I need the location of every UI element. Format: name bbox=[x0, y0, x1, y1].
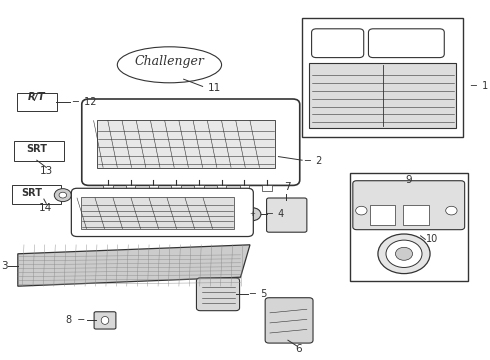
FancyBboxPatch shape bbox=[72, 188, 253, 237]
Circle shape bbox=[446, 206, 457, 215]
FancyBboxPatch shape bbox=[403, 205, 429, 225]
Text: 11: 11 bbox=[207, 83, 220, 93]
Text: SRT: SRT bbox=[22, 188, 43, 198]
FancyBboxPatch shape bbox=[353, 181, 465, 230]
FancyBboxPatch shape bbox=[368, 29, 444, 58]
FancyBboxPatch shape bbox=[82, 99, 300, 185]
FancyBboxPatch shape bbox=[172, 185, 181, 191]
Circle shape bbox=[386, 240, 422, 267]
FancyBboxPatch shape bbox=[217, 185, 226, 191]
FancyBboxPatch shape bbox=[370, 205, 395, 225]
FancyBboxPatch shape bbox=[103, 185, 113, 191]
Text: 13: 13 bbox=[40, 166, 53, 176]
Text: 10: 10 bbox=[426, 234, 439, 244]
FancyBboxPatch shape bbox=[148, 185, 158, 191]
Text: ─  5: ─ 5 bbox=[249, 289, 268, 300]
FancyBboxPatch shape bbox=[81, 197, 234, 229]
Text: R/T: R/T bbox=[28, 92, 46, 102]
FancyBboxPatch shape bbox=[194, 185, 203, 191]
Text: ─  4: ─ 4 bbox=[267, 209, 285, 219]
FancyBboxPatch shape bbox=[98, 120, 274, 168]
Text: 3: 3 bbox=[1, 261, 7, 271]
Text: 7: 7 bbox=[285, 181, 291, 192]
FancyBboxPatch shape bbox=[240, 185, 249, 191]
Text: 8  ─: 8 ─ bbox=[66, 315, 84, 325]
Text: ─  2: ─ 2 bbox=[304, 156, 323, 166]
Text: Challenger: Challenger bbox=[134, 55, 204, 68]
Circle shape bbox=[59, 192, 67, 198]
FancyBboxPatch shape bbox=[349, 173, 468, 281]
Text: 14: 14 bbox=[39, 203, 52, 213]
Circle shape bbox=[244, 208, 261, 221]
FancyBboxPatch shape bbox=[302, 18, 463, 137]
FancyBboxPatch shape bbox=[265, 298, 313, 343]
FancyBboxPatch shape bbox=[196, 278, 240, 311]
Circle shape bbox=[54, 189, 72, 202]
Text: SRT: SRT bbox=[26, 144, 47, 154]
Ellipse shape bbox=[101, 316, 109, 324]
Circle shape bbox=[395, 247, 413, 260]
FancyBboxPatch shape bbox=[312, 29, 364, 58]
Circle shape bbox=[356, 206, 367, 215]
Polygon shape bbox=[18, 245, 250, 286]
Text: ─  12: ─ 12 bbox=[73, 97, 97, 107]
Text: ─  1: ─ 1 bbox=[470, 81, 489, 91]
Text: 6: 6 bbox=[295, 344, 302, 354]
Text: 9: 9 bbox=[405, 175, 412, 185]
FancyBboxPatch shape bbox=[126, 185, 135, 191]
FancyBboxPatch shape bbox=[267, 198, 307, 232]
Text: +: + bbox=[249, 211, 255, 217]
Circle shape bbox=[378, 234, 430, 274]
FancyBboxPatch shape bbox=[309, 63, 456, 128]
FancyBboxPatch shape bbox=[262, 185, 272, 191]
FancyBboxPatch shape bbox=[94, 312, 116, 329]
